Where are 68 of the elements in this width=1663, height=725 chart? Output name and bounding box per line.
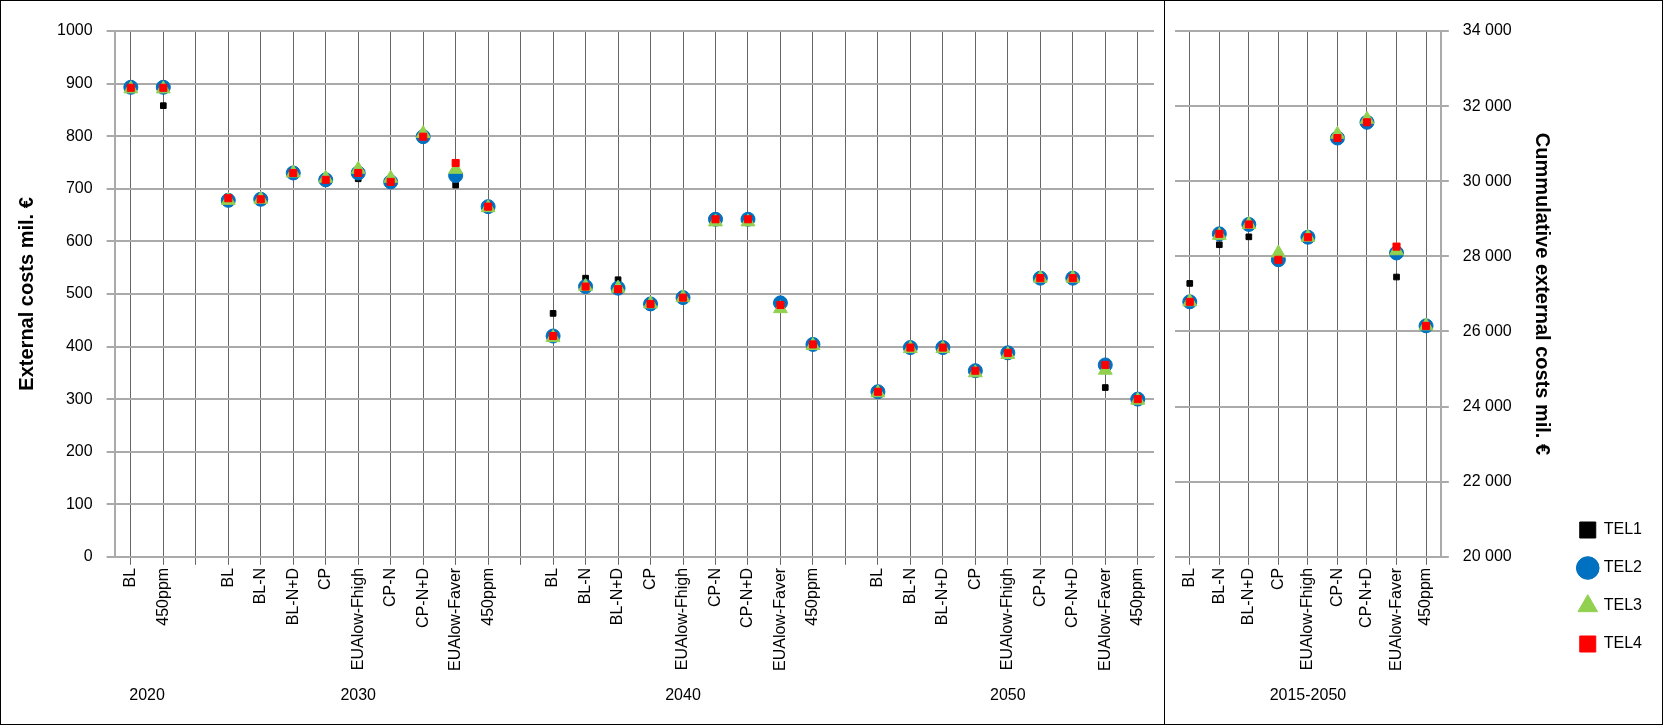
y-tick-label: 200 [65,442,93,460]
y-tick-label: 500 [65,284,93,302]
y-tick-label: 100 [65,494,93,512]
x-tick-label: EUAlow-Fhigh [998,567,1016,671]
y-tick-label: 300 [65,389,93,407]
x-tick-label: EUAlow-Fhigh [1298,567,1316,671]
y-tick-label: 400 [65,336,93,354]
y-tick-label: 22 000 [1462,472,1512,490]
legend-label: TEL3 [1603,596,1643,614]
x-tick-label: CP-N [1030,567,1048,607]
x-tick-label: BL-N [575,567,593,605]
x-tick-label: CP [1268,567,1286,591]
y-tick-label: 800 [65,126,93,144]
legend-label: TEL4 [1603,634,1643,652]
x-tick-label: BL [543,567,561,588]
x-tick-label: BL-N+D [933,567,951,626]
text: 2040 [665,686,701,704]
x-tick-label: BL [218,567,236,588]
y-tick-label: 32 000 [1462,96,1512,114]
text: 2015-2050 [1269,686,1347,704]
y-tick-label: 600 [65,231,93,249]
x-tick-label: BL-N [1209,567,1227,605]
x-tick-label: 450ppm [803,567,821,626]
x-tick-label: CP-N [1327,567,1345,607]
x-tick-label: 450ppm [153,567,171,626]
text: 2050 [990,686,1026,704]
x-tick-label: 450ppm [478,567,496,626]
x-tick-label: BL-N+D [1239,567,1257,626]
y-tick-label: 20 000 [1462,547,1512,565]
legend-label: TEL1 [1603,520,1643,538]
x-tick-label: CP-N [381,567,399,607]
x-tick-label: CP-N+D [738,567,756,628]
y-tick-label: 34 000 [1462,21,1512,39]
x-tick-label: 450ppm [1416,567,1434,626]
text: 2030 [340,686,377,704]
y-tick-label: 26 000 [1462,321,1512,339]
y-axis-title: External costs mil. € [14,197,37,391]
y-tick-label: 24 000 [1462,397,1512,415]
x-tick-label: BL [1180,567,1198,588]
text: 2020 [129,686,165,704]
y-tick-label: 700 [65,179,93,197]
y-tick-label: 0 [83,547,93,565]
y-tick-label: 900 [65,73,93,91]
x-tick-label: CP [316,567,334,591]
y-axis-title: Cummulative external costs mil. € [1532,132,1555,456]
y-tick-label: 30 000 [1462,171,1512,189]
x-tick-label: 450ppm [1128,567,1146,626]
y-tick-label: 28 000 [1462,246,1512,264]
x-tick-label: CP-N [705,567,723,607]
x-tick-label: CP-N+D [1357,567,1375,628]
x-tick-label: CP [640,567,658,591]
x-tick-label: EUAlow-Faver [770,567,788,672]
x-tick-label: BL-N [900,567,918,605]
x-tick-label: EUAlow-Fhigh [348,567,366,671]
x-tick-label: BL-N+D [608,567,626,626]
x-tick-label: EUAlow-Faver [446,567,464,672]
x-tick-label: EUAlow-Faver [1386,567,1404,672]
x-tick-label: EUAlow-Fhigh [673,567,691,671]
x-tick-label: BL [121,567,139,588]
x-tick-label: CP-N+D [1063,567,1081,628]
y-tick-label: 1000 [57,21,93,39]
x-tick-label: BL [868,567,886,588]
legend-label: TEL2 [1603,558,1643,576]
x-tick-label: CP [965,567,983,591]
x-tick-label: BL-N [251,567,269,605]
x-tick-label: EUAlow-Faver [1095,567,1113,672]
x-tick-label: BL-N+D [283,567,301,626]
x-tick-label: CP-N+D [413,567,431,628]
